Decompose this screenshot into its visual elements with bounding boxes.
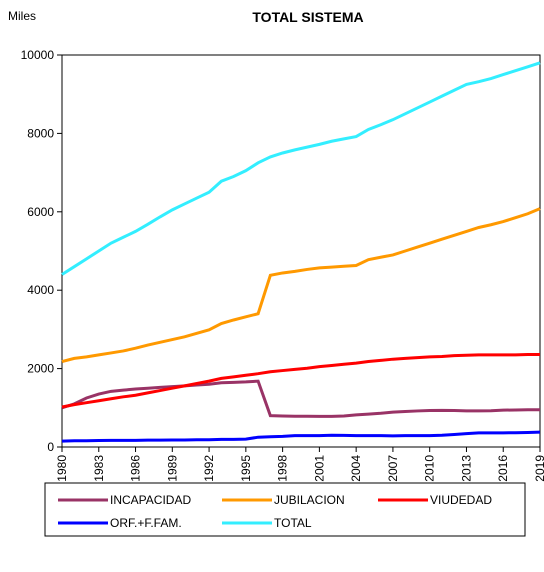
chart-title: TOTAL SISTEMA (252, 9, 363, 25)
x-tick-label: 1980 (55, 455, 69, 482)
legend-frame (44, 482, 526, 537)
x-tick-label: 2019 (533, 455, 544, 482)
series-line (61, 430, 541, 443)
series-line (61, 61, 541, 276)
x-tick-label: 1998 (276, 455, 290, 482)
x-tick-label: 1983 (92, 455, 106, 482)
x-tick-label: 2001 (312, 455, 326, 482)
y-tick-label: 0 (47, 440, 54, 454)
x-tick-label: 2004 (349, 455, 363, 482)
legend-label: VIUDEDAD (430, 493, 492, 507)
y-axis-label: Miles (8, 9, 36, 23)
y-tick-label: 6000 (27, 205, 54, 219)
x-tick-label: 1995 (239, 455, 253, 482)
y-tick-label: 8000 (27, 126, 54, 140)
x-tick-label: 2016 (496, 455, 510, 482)
legend-label: TOTAL (274, 516, 312, 530)
legend-label: INCAPACIDAD (110, 493, 191, 507)
x-tick-label: 2010 (423, 455, 437, 482)
y-tick-label: 2000 (27, 362, 54, 376)
legend-label: JUBILACION (274, 493, 345, 507)
series-line (61, 379, 540, 418)
plot-frame (61, 54, 541, 448)
x-tick-label: 2007 (386, 455, 400, 482)
series-line (61, 352, 540, 409)
x-tick-label: 1989 (165, 455, 179, 482)
series-line (61, 207, 541, 363)
x-tick-label: 1986 (129, 455, 143, 482)
x-tick-label: 2013 (459, 455, 473, 482)
y-tick-label: 4000 (27, 283, 54, 297)
x-tick-label: 1992 (202, 455, 216, 482)
y-tick-label: 10000 (21, 48, 55, 62)
legend-label: ORF.+F.FAM. (110, 516, 182, 530)
